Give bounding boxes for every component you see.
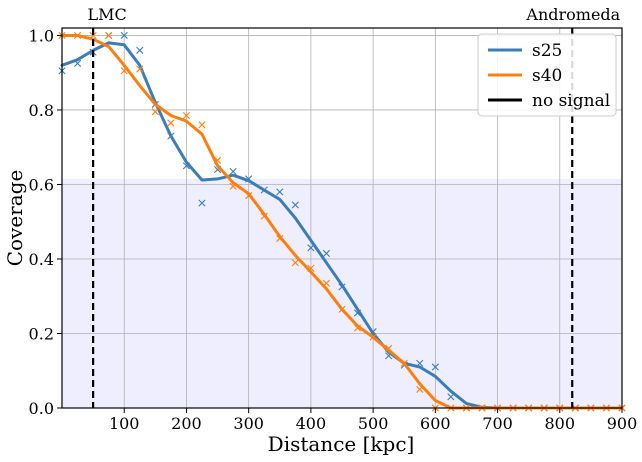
data-point-s25 [447,393,455,401]
data-point-s25 [369,328,377,336]
annotations: LMC Andromeda [87,5,620,24]
y-tick-label: 0.4 [29,250,54,269]
y-tick-label: 0.0 [29,399,54,418]
data-point-s40 [73,31,82,40]
x-tick-label: 100 [109,414,140,433]
data-point-s40 [89,31,97,40]
data-point-s40 [353,324,362,332]
data-point-s25 [260,186,268,194]
data-point-s40 [136,65,144,73]
x-tick-label: 600 [420,414,451,433]
x-tick-label: 300 [233,414,264,433]
y-tick-label: 0.2 [29,324,54,343]
data-point-s25 [73,59,82,67]
data-point-s40 [260,212,268,220]
data-point-s40 [291,259,299,267]
data-point-s40 [151,108,159,116]
data-point-s25 [182,162,191,170]
legend-label-no-signal: no signal [532,91,610,111]
data-point-s25 [338,283,346,291]
axes-frame [61,27,623,409]
data-point-s25 [120,31,128,40]
data-point-s40 [276,234,284,243]
data-point-s40 [385,344,393,352]
y-tick-label: 0.8 [29,101,54,120]
legend-label-s25: s25 [532,41,562,61]
axis-ticks: 100 200 300 400 500 600 700 800 900 0.0 0.2 0.4 0.6 0… [29,26,638,433]
data-point-s40 [105,31,113,40]
data-point-s25 [276,188,284,196]
x-axis-label: Distance [kpc] [268,432,415,456]
data-point-s25 [291,201,299,209]
data-point-s40 [167,119,175,127]
x-tick-label: 900 [607,414,638,433]
data-point-s40 [213,156,222,164]
data-point-s40 [400,359,408,367]
data-point-s25 [307,244,315,252]
data-point-s40 [307,264,315,272]
y-tick-label: 1.0 [29,26,54,45]
data-point-s25 [245,175,253,183]
data-point-s25 [198,199,206,207]
x-tick-label: 200 [171,414,202,433]
data-point-s40 [198,121,206,129]
data-point-s40 [369,333,377,341]
data-point-s40 [338,305,346,313]
x-tick-label: 700 [482,414,513,433]
x-tick-label: 500 [358,414,389,433]
data-point-s40 [322,279,331,287]
y-tick-label: 0.6 [29,175,54,194]
reference-lines [92,28,574,408]
data-point-s25 [229,167,237,176]
x-tick-label: 400 [296,414,327,433]
data-point-s25 [353,309,362,317]
data-point-s40 [120,67,128,75]
shaded-band [62,178,622,408]
legend: s25 s40 no signal [477,33,617,117]
data-point-s25 [416,359,424,367]
y-axis-label: Coverage [3,170,27,267]
data-point-s40 [416,385,424,393]
data-point-s25 [167,132,175,140]
annotation-lmc: LMC [87,5,126,24]
data-point-s25 [431,363,439,371]
data-point-s25 [322,249,331,257]
data-point-s40 [229,182,237,190]
annotation-andromeda: Andromeda [525,5,620,24]
axes-border [61,27,623,409]
legend-label-s40: s40 [532,66,562,86]
data-point-s40 [182,111,191,120]
data-point-s40 [245,192,253,200]
legend-box [477,33,617,117]
shaded-band-rect [62,178,622,408]
x-tick-label: 800 [545,414,576,433]
data-point-s25 [136,46,144,54]
